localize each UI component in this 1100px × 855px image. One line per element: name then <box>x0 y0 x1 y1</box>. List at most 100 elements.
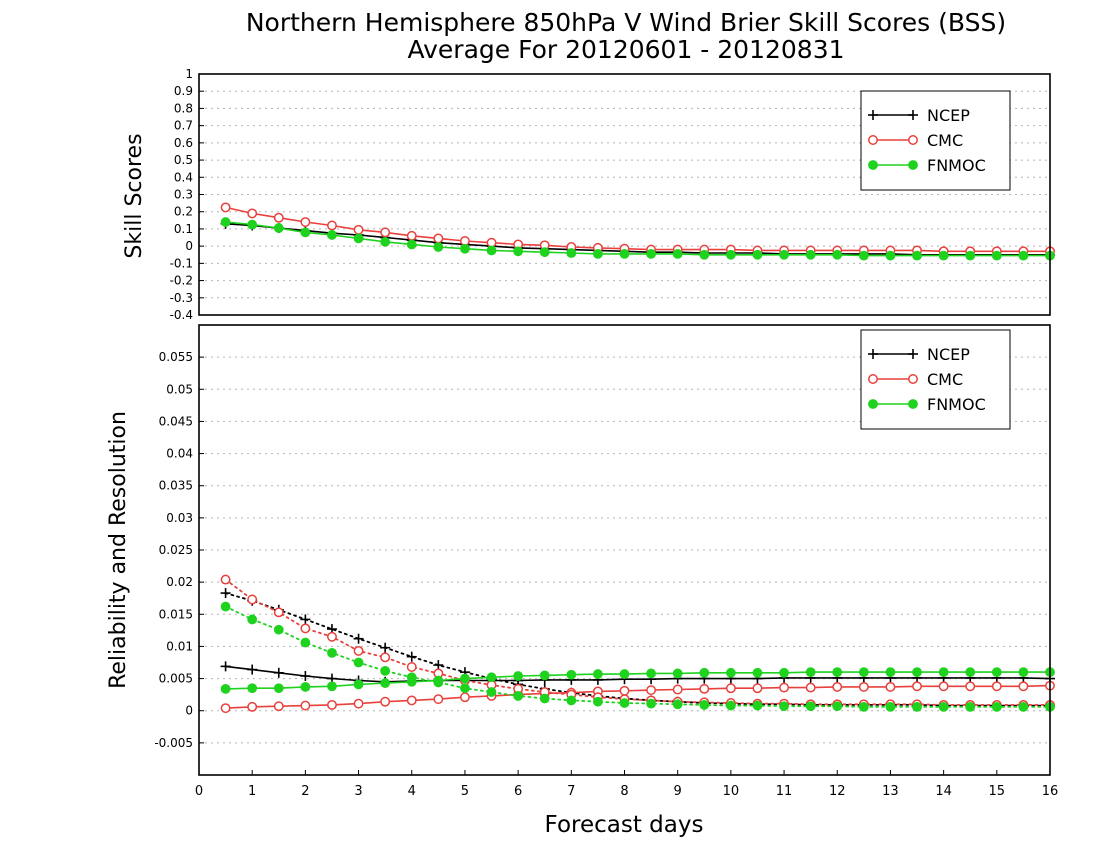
relres-ytick-label: 0.02 <box>166 575 193 589</box>
relres-line-fnmoc <box>224 605 1051 708</box>
skill-point-fnmoc <box>779 249 789 260</box>
relres-xtick-label: 4 <box>408 784 416 799</box>
relres-point-fnmoc <box>247 614 258 625</box>
relres-point-fnmoc <box>353 679 364 690</box>
skill-point-fnmoc <box>566 248 577 258</box>
relres-plot-frame <box>198 324 1051 776</box>
relres-point-ncep <box>380 642 391 653</box>
skill-ytick-label: 0.1 <box>174 222 193 236</box>
relres-point-fnmoc <box>566 669 577 680</box>
relres-point-cmc <box>220 703 231 714</box>
relres-point-ncep <box>220 661 231 672</box>
relres-point-cmc <box>672 684 683 695</box>
relres-point-cmc <box>433 694 444 705</box>
relres-point-cmc <box>938 681 949 692</box>
skill-score-axis-label: Skill Scores <box>122 133 147 258</box>
relres-point-fnmoc <box>406 672 417 683</box>
relres-xtick-label: 15 <box>989 784 1006 799</box>
relres-series-fnmoc-reliability <box>220 601 1055 712</box>
chart-title: Northern Hemisphere 850hPa V Wind Brier … <box>246 8 1006 37</box>
relres-xtick-label: 9 <box>674 784 682 799</box>
relres-point-cmc <box>805 682 816 693</box>
relres-point-cmc <box>327 699 337 710</box>
skill-point-fnmoc <box>672 248 683 259</box>
skill-ytick-label: 0.6 <box>174 136 193 150</box>
relres-point-fnmoc <box>912 667 922 678</box>
skill-point-fnmoc <box>725 249 736 260</box>
relres-point-fnmoc <box>991 701 1002 712</box>
skill-point-fnmoc <box>965 250 976 261</box>
relres-point-cmc <box>300 623 311 634</box>
skill-point-fnmoc <box>433 242 444 252</box>
relres-point-cmc <box>459 692 470 703</box>
relres-legend-marker-cmc <box>908 374 918 384</box>
skill-ytick-label: 0.3 <box>174 188 193 202</box>
skill-ytick-label: 0.5 <box>174 153 193 167</box>
relres-xtick-label: 6 <box>514 784 522 799</box>
relres-point-cmc <box>353 645 364 656</box>
relres-point-fnmoc <box>273 624 284 635</box>
relres-point-cmc <box>965 681 976 692</box>
relres-legend-label-ncep: NCEP <box>927 345 970 364</box>
relres-line-ncep <box>224 592 1051 707</box>
relres-xtick-label: 1 <box>248 784 256 799</box>
skill-point-fnmoc <box>513 246 524 257</box>
skill-point-fnmoc <box>380 236 391 247</box>
relres-legend-marker-ncep <box>868 349 878 359</box>
relres-legend-label-fnmoc: FNMOC <box>927 395 986 414</box>
skill-point-cmc <box>380 227 391 238</box>
relres-point-fnmoc <box>1018 701 1029 712</box>
relres-ytick-label: 0.01 <box>166 639 193 653</box>
relres-point-cmc <box>220 574 231 585</box>
relres-point-fnmoc <box>247 683 258 694</box>
relres-point-ncep <box>247 664 258 675</box>
relres-xtick-label: 7 <box>567 784 575 799</box>
relres-ytick-label: 0.05 <box>166 382 193 396</box>
relres-point-cmc <box>247 594 258 605</box>
relres-point-cmc <box>380 652 391 663</box>
relres-xtick-label: 13 <box>882 784 899 799</box>
relres-point-cmc <box>380 696 391 707</box>
skill-ytick-label: 0.7 <box>174 119 193 133</box>
skill-ytick-label: -0.2 <box>170 274 193 288</box>
relres-point-fnmoc <box>752 700 763 711</box>
relres-point-fnmoc <box>300 637 311 648</box>
relres-point-ncep <box>406 651 417 662</box>
relres-point-fnmoc <box>699 700 710 710</box>
skill-point-fnmoc <box>885 250 896 261</box>
relres-point-cmc <box>991 681 1002 692</box>
relres-point-fnmoc <box>805 667 816 678</box>
relres-point-fnmoc <box>832 701 843 712</box>
skill-point-fnmoc <box>273 223 284 233</box>
skill-point-fnmoc <box>327 230 337 240</box>
relres-xtick-label: 10 <box>723 784 740 799</box>
relres-point-fnmoc <box>353 657 364 668</box>
skill-point-fnmoc <box>406 239 417 250</box>
skill-ytick-label: -0.3 <box>170 291 193 305</box>
relres-point-fnmoc <box>513 671 524 681</box>
relres-point-fnmoc <box>380 665 391 676</box>
relres-point-fnmoc <box>566 695 577 706</box>
skill-point-cmc <box>220 202 231 213</box>
skill-point-cmc <box>273 212 284 223</box>
relres-point-ncep <box>433 660 444 671</box>
skill-point-fnmoc <box>460 243 470 254</box>
relres-point-fnmoc <box>380 678 391 688</box>
relres-point-fnmoc <box>752 667 763 678</box>
relres-legend-marker-cmc <box>868 374 878 384</box>
skill-legend-label-ncep: NCEP <box>927 106 970 125</box>
reliability-resolution-panel: -0.005 0 0.005 0.01 0.015 0.02 0.025 0.03 0.035 0… <box>154 324 1058 799</box>
relres-ytick-label: 0.015 <box>159 607 193 621</box>
relres-point-fnmoc <box>672 668 683 679</box>
relres-point-fnmoc <box>433 677 444 688</box>
relres-ytick-label: 0.025 <box>159 543 193 557</box>
skill-ytick-label: 1 <box>185 67 193 81</box>
relres-point-fnmoc <box>699 667 710 678</box>
skill-legend-marker-cmc <box>908 135 918 145</box>
relres-point-fnmoc <box>991 667 1002 678</box>
relres-point-fnmoc <box>619 669 630 679</box>
relres-legend-label-cmc: CMC <box>927 370 963 389</box>
relres-point-fnmoc <box>858 701 869 712</box>
relres-point-cmc <box>406 662 417 672</box>
